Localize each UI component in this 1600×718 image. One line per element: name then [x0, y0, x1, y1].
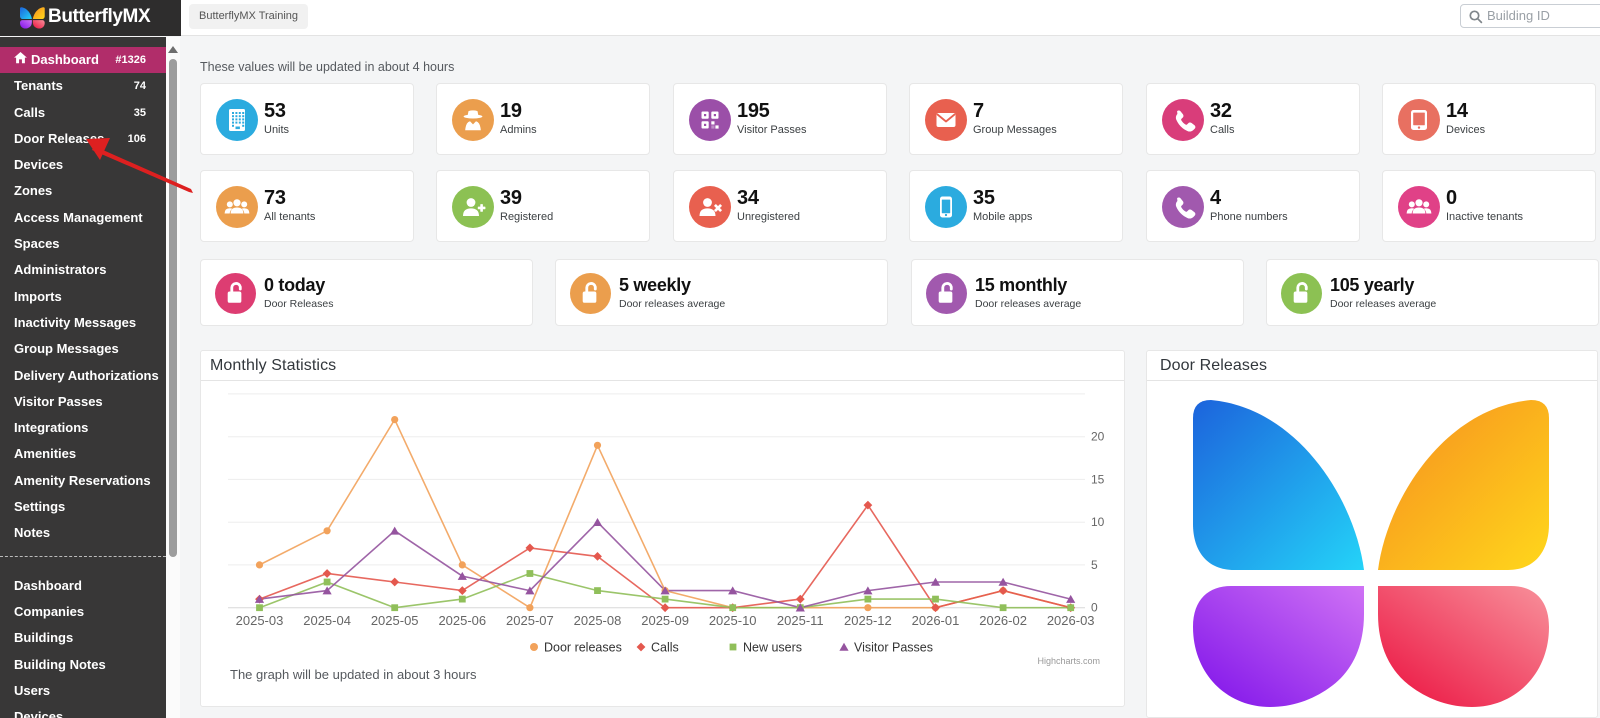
svg-text:2026-01: 2026-01	[912, 613, 960, 628]
svg-text:5: 5	[1091, 558, 1098, 572]
svg-text:15: 15	[1091, 472, 1105, 486]
svg-text:2025-05: 2025-05	[371, 613, 419, 628]
svg-text:2025-08: 2025-08	[574, 613, 622, 628]
svg-text:2026-02: 2026-02	[979, 613, 1027, 628]
svg-text:Highcharts.com: Highcharts.com	[1037, 656, 1100, 666]
svg-text:2025-04: 2025-04	[303, 613, 351, 628]
svg-text:2026-03: 2026-03	[1047, 613, 1095, 628]
svg-text:0: 0	[1091, 601, 1098, 615]
svg-text:2025-12: 2025-12	[844, 613, 892, 628]
svg-text:2025-09: 2025-09	[641, 613, 689, 628]
svg-text:20: 20	[1091, 430, 1105, 444]
svg-text:Calls: Calls	[651, 641, 679, 655]
svg-text:Door releases: Door releases	[544, 641, 622, 655]
svg-text:Visitor Passes: Visitor Passes	[854, 641, 933, 655]
svg-text:10: 10	[1091, 515, 1105, 529]
svg-text:New users: New users	[743, 641, 802, 655]
svg-text:2025-10: 2025-10	[709, 613, 757, 628]
svg-text:2025-03: 2025-03	[236, 613, 284, 628]
svg-text:2025-07: 2025-07	[506, 613, 554, 628]
svg-text:2025-11: 2025-11	[777, 613, 824, 628]
svg-text:2025-06: 2025-06	[438, 613, 486, 628]
